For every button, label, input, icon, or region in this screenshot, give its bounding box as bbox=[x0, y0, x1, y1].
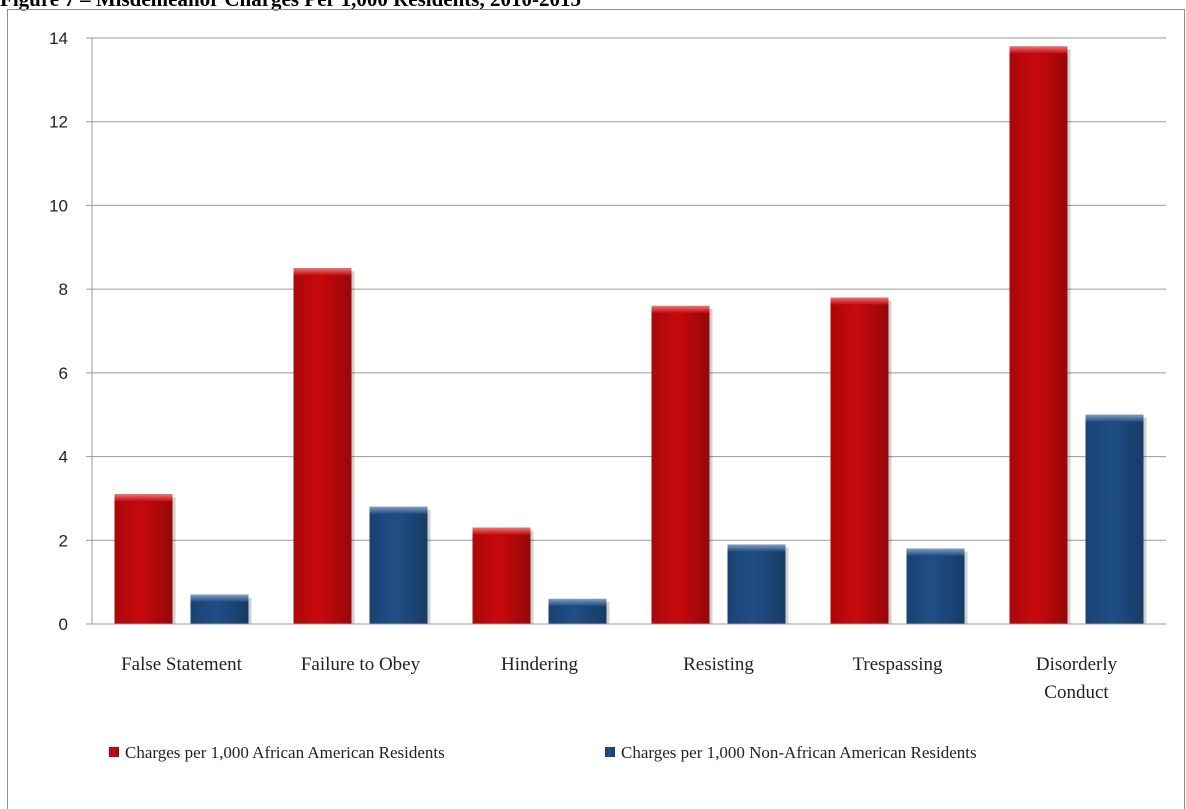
legend-swatch bbox=[109, 747, 119, 757]
chart-frame bbox=[7, 9, 1185, 809]
legend-item-series-2: Charges per 1,000 Non-African American R… bbox=[605, 743, 977, 762]
x-tick-label: Disorderly Conduct bbox=[1036, 654, 1118, 703]
bar-series-2 bbox=[369, 506, 431, 624]
y-tick-label: 6 bbox=[59, 364, 68, 383]
y-tick-label: 4 bbox=[59, 448, 68, 467]
y-tick-label: 10 bbox=[49, 196, 68, 215]
x-tick-label: Trespassing bbox=[852, 654, 943, 675]
y-tick-label: 0 bbox=[59, 615, 68, 634]
figure-title: Figure 7 – Misdemeanor Charges Per 1,000… bbox=[0, 0, 581, 12]
y-tick-label: 14 bbox=[49, 29, 68, 48]
y-tick-label: 8 bbox=[59, 280, 68, 299]
legend: Charges per 1,000 African American Resid… bbox=[109, 743, 977, 762]
legend-label: Charges per 1,000 African American Resid… bbox=[125, 743, 445, 762]
bar-series-2 bbox=[727, 544, 789, 624]
bar-series-1 bbox=[293, 268, 355, 624]
legend-label: Charges per 1,000 Non-African American R… bbox=[621, 743, 977, 762]
bar-series-1 bbox=[1009, 46, 1071, 624]
bars bbox=[114, 46, 1147, 624]
x-tick-label: Failure to Obey bbox=[301, 654, 421, 675]
bar-series-1 bbox=[830, 297, 892, 624]
bar-series-1 bbox=[114, 494, 176, 624]
y-tick-label: 12 bbox=[49, 113, 68, 132]
bar-series-2 bbox=[190, 594, 252, 624]
axes: 0 2 4 6 8 10 12 14 False Statement Failure to Obe… bbox=[49, 29, 1166, 703]
bar-series-1 bbox=[472, 527, 534, 624]
gridlines bbox=[92, 37, 1166, 625]
bar-series-1 bbox=[651, 305, 713, 624]
y-tick-label: 2 bbox=[59, 531, 68, 550]
bar-series-2 bbox=[548, 598, 610, 624]
x-tick-label: False Statement bbox=[121, 654, 243, 675]
x-tick-label: Hindering bbox=[501, 654, 579, 675]
bar-series-2 bbox=[1085, 414, 1147, 624]
bar-series-2 bbox=[906, 548, 968, 624]
bar-chart: 0 2 4 6 8 10 12 14 False Statement Failure to Obe… bbox=[49, 29, 1166, 762]
legend-item-series-1: Charges per 1,000 African American Resid… bbox=[109, 743, 445, 762]
legend-swatch bbox=[605, 747, 615, 757]
x-tick-label: Resisting bbox=[683, 654, 754, 675]
